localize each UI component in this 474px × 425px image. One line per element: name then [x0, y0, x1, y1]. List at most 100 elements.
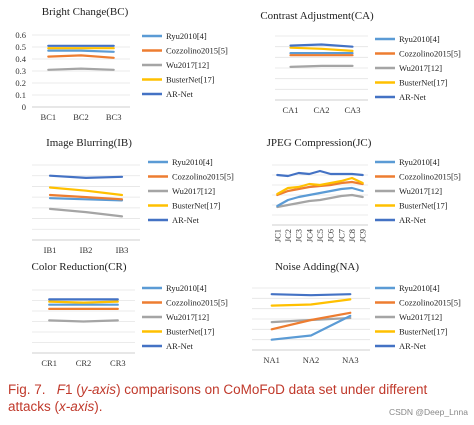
legend-label: AR-Net [399, 215, 427, 225]
x-tick-label: CR3 [110, 358, 126, 368]
series-line [270, 298, 352, 307]
legend-label: Ryu2010[4] [399, 34, 440, 44]
legend-label: Cozzolino2015[5] [166, 46, 228, 56]
legend-label: Ryu2010[4] [399, 283, 440, 293]
legend-label: AR-Net [166, 341, 194, 351]
x-tick-label: CA3 [344, 105, 360, 115]
legend-label: Ryu2010[4] [166, 31, 207, 41]
legend-label: Wu2017[12] [399, 186, 442, 196]
x-tick-label: CA2 [313, 105, 329, 115]
y-tick-label: 0.6 [15, 30, 26, 40]
x-tick-label: CA1 [282, 105, 298, 115]
x-tick-label: NA2 [303, 355, 320, 365]
caption-one: 1 ( [65, 382, 81, 397]
series-line [48, 319, 119, 323]
x-tick-label: JC7 [336, 229, 346, 242]
series-line [289, 64, 354, 69]
x-tick-label: IB1 [44, 245, 57, 255]
caption-f: F [56, 382, 66, 397]
series-line [289, 43, 354, 48]
x-tick-label: IB3 [116, 245, 129, 255]
x-tick-label: JC3 [294, 229, 304, 242]
legend-label: BusterNet[17] [399, 327, 448, 337]
legend-label: AR-Net [399, 92, 427, 102]
chart-title: Color Reduction(CR) [31, 261, 126, 273]
x-tick-label: JC5 [315, 229, 325, 242]
x-tick-label: BC2 [73, 112, 89, 122]
chart-title: Image Blurring(IB) [46, 137, 132, 149]
legend-label: BusterNet[17] [399, 201, 448, 211]
chart-panel-4: JPEG Compression(JC)JC1 JC2 JC3 JC4 JC5 JC6 JC… [267, 137, 461, 242]
legend-label: Cozzolino2015[5] [399, 298, 461, 308]
chart-panel-5: Color Reduction(CR) CR1 CR2 CR3 Ryu2010[4] Co… [31, 261, 228, 368]
chart-panel-6: Noise Adding(NA) NA1 NA2 NA3 Ryu2010[4] Cozzo… [252, 261, 461, 365]
caption-mid: ) comparisons on CoMoFoD data set under … [8, 382, 428, 414]
legend-label: AR-Net [399, 341, 427, 351]
legend-label: BusterNet[17] [166, 327, 215, 337]
x-tick-label: JC4 [304, 228, 314, 242]
series-line [276, 169, 364, 178]
x-tick-label: JC8 [347, 229, 357, 242]
series-line [48, 300, 119, 304]
chart-title: JPEG Compression(JC) [267, 137, 372, 149]
chart-title: Noise Adding(NA) [275, 261, 359, 273]
series-line [48, 207, 124, 218]
x-tick-label: NA1 [263, 355, 280, 365]
legend-label: Cozzolino2015[5] [399, 49, 461, 59]
legend-label: BusterNet[17] [166, 75, 215, 85]
y-tick-label: 0.5 [15, 42, 26, 52]
caption-label: Fig. 7. [8, 382, 46, 397]
series-line [276, 193, 364, 209]
y-tick-label: 0.1 [15, 90, 26, 100]
x-tick-label: CR1 [41, 358, 57, 368]
legend-label: BusterNet[17] [399, 78, 448, 88]
legend-label: Cozzolino2015[5] [399, 172, 461, 182]
series-line [47, 54, 115, 59]
x-tick-label: JC6 [326, 229, 336, 242]
legend-label: Wu2017[12] [166, 60, 209, 70]
series-line [270, 311, 352, 331]
x-tick-label: JC9 [358, 229, 368, 242]
x-tick-label: IB2 [80, 245, 93, 255]
legend-label: Cozzolino2015[5] [172, 172, 234, 182]
series-line [276, 176, 364, 196]
series-line [289, 46, 354, 53]
chart-panel-2: Contrast Adjustment(CA) CA1 CA2 CA3 Ryu2010[… [260, 10, 461, 115]
x-tick-label: CR2 [76, 358, 92, 368]
y-tick-label: 0.4 [15, 54, 26, 64]
series-line [48, 174, 124, 179]
chart-area: Bright Change(BC) 0 0.1 0.2 0.3 0.4 0.5 0.6 BC1 B… [15, 6, 461, 368]
series-line [47, 67, 115, 71]
series-line [48, 193, 124, 201]
watermark-text: CSDN @Deep_Lnna [388, 407, 468, 417]
x-tick-label: JC2 [283, 229, 293, 242]
legend-label: Ryu2010[4] [172, 157, 213, 167]
series-line [47, 49, 115, 53]
series-line [48, 186, 124, 197]
x-tick-label: BC3 [106, 112, 122, 122]
x-tick-label: JC1 [272, 229, 282, 242]
chart-panel-3: Image Blurring(IB) IB1 IB2 IB3 Ryu2010[4] Coz… [32, 137, 234, 255]
figure-caption: Fig. 7. F1 (y-axis) comparisons on CoMoF… [8, 381, 468, 415]
y-tick-label: 0 [22, 102, 26, 112]
legend-label: Wu2017[12] [172, 186, 215, 196]
caption-end: ). [94, 399, 103, 414]
legend-label: AR-Net [166, 89, 194, 99]
legend-label: Wu2017[12] [399, 63, 442, 73]
series-line [270, 314, 352, 341]
legend-label: BusterNet[17] [172, 201, 221, 211]
legend-label: Ryu2010[4] [399, 157, 440, 167]
series-line [276, 186, 364, 208]
legend-label: Ryu2010[4] [166, 283, 207, 293]
chart-panel-1: Bright Change(BC) 0 0.1 0.2 0.3 0.4 0.5 0.6 BC1 B… [15, 6, 228, 122]
legend-label: Cozzolino2015[5] [166, 298, 228, 308]
y-tick-label: 0.3 [15, 66, 26, 76]
x-tick-label: NA3 [342, 355, 359, 365]
series-line [270, 293, 352, 297]
chart-title: Bright Change(BC) [42, 6, 129, 18]
series-line [48, 197, 124, 202]
legend-label: AR-Net [172, 215, 200, 225]
caption-xaxis: x-axis [59, 399, 95, 414]
chart-title: Contrast Adjustment(CA) [260, 10, 374, 22]
